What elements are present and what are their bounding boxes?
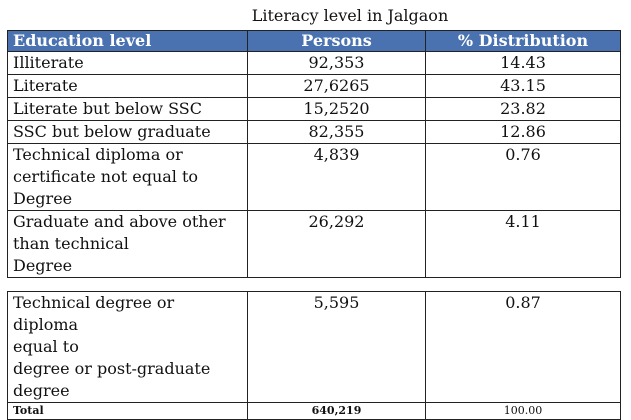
row-label-line: degree xyxy=(13,381,70,400)
row-pct: 14.43 xyxy=(425,51,621,75)
row-label: Technical diploma or certificate not equ… xyxy=(7,143,248,211)
header-education-level: Education level xyxy=(7,30,248,52)
row-label-line: Degree xyxy=(13,189,73,208)
row-label-line: Graduate and above other xyxy=(13,212,226,231)
table-row: Literate 27,6265 43.15 xyxy=(7,74,621,98)
spacer-cell xyxy=(247,277,426,292)
row-label-line: Degree xyxy=(13,256,73,275)
header-row: Education level Persons % Distribution xyxy=(7,30,621,52)
row-label-line: equal to xyxy=(13,337,79,356)
row-label-line: Technical diploma or xyxy=(13,145,183,164)
row-persons: 15,2520 xyxy=(247,97,426,121)
table-row: Literate but below SSC 15,2520 23.82 xyxy=(7,97,621,121)
spacer-cell xyxy=(7,277,248,292)
row-label: Graduate and above other than technical … xyxy=(7,210,248,278)
row-label-line: Technical degree or diploma xyxy=(13,293,175,334)
table-row: Graduate and above other than technical … xyxy=(7,210,621,278)
row-persons: 92,353 xyxy=(247,51,426,75)
row-pct: 0.87 xyxy=(425,291,621,403)
row-label: SSC but below graduate xyxy=(7,120,248,144)
table-row: SSC but below graduate 82,355 12.86 xyxy=(7,120,621,144)
header-persons: Persons xyxy=(247,30,426,52)
row-persons: 4,839 xyxy=(247,143,426,211)
total-row: Total 640,219 100.00 xyxy=(7,402,621,420)
table-row: Technical diploma or certificate not equ… xyxy=(7,143,621,211)
row-pct: 4.11 xyxy=(425,210,621,278)
literacy-table: Education level Persons % Distribution I… xyxy=(7,30,621,420)
row-label: Literate but below SSC xyxy=(7,97,248,121)
table-row: Technical degree or diploma equal to deg… xyxy=(7,291,621,403)
row-pct: 23.82 xyxy=(425,97,621,121)
table-caption: Literacy level in Jalgaon xyxy=(251,6,449,25)
row-persons: 82,355 xyxy=(247,120,426,144)
row-persons: 27,6265 xyxy=(247,74,426,98)
row-persons: 5,595 xyxy=(247,291,426,403)
row-label: Technical degree or diploma equal to deg… xyxy=(7,291,248,403)
header-distribution: % Distribution xyxy=(425,30,621,52)
row-label-line: than technical xyxy=(13,234,129,253)
row-pct: 43.15 xyxy=(425,74,621,98)
total-persons: 640,219 xyxy=(247,402,426,420)
total-label: Total xyxy=(7,402,248,420)
row-persons: 26,292 xyxy=(247,210,426,278)
row-label-line: certificate not equal to xyxy=(13,167,199,186)
row-label: Illiterate xyxy=(7,51,248,75)
spacer-cell xyxy=(425,277,621,292)
total-pct: 100.00 xyxy=(425,402,621,420)
table-row: Illiterate 92,353 14.43 xyxy=(7,51,621,75)
row-label-line: degree or post-graduate xyxy=(13,359,211,378)
spacer-row xyxy=(7,277,621,292)
row-label: Literate xyxy=(7,74,248,98)
row-pct: 0.76 xyxy=(425,143,621,211)
row-pct: 12.86 xyxy=(425,120,621,144)
